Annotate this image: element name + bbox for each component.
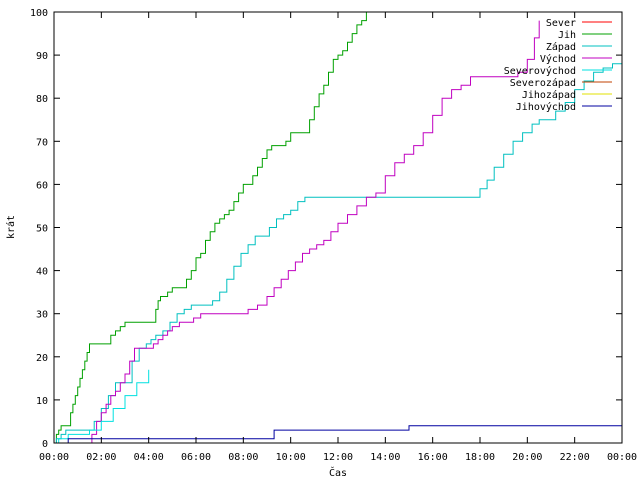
x-axis-label: Čas	[329, 466, 347, 479]
x-tick-label: 20:00	[512, 452, 542, 463]
y-tick-label: 0	[42, 439, 48, 450]
series-line-4	[54, 369, 150, 444]
x-axis-ticks: 00:00 02:00 04:00 06:00 08:00 10:00 12:00 14:00…	[39, 12, 637, 463]
y-tick-label: 90	[36, 51, 48, 62]
legend-label: Východ	[540, 53, 576, 65]
x-tick-label: 14:00	[370, 452, 400, 463]
y-axis-label: krát	[5, 215, 17, 239]
x-tick-label: 00:00	[39, 452, 69, 463]
x-tick-label: 02:00	[86, 452, 116, 463]
y-axis-ticks: 0 10 20 30 40 50 60 70 80 90 100	[30, 8, 622, 450]
x-tick-label: 00:00	[607, 452, 637, 463]
legend-label: Severovýchod	[504, 65, 576, 77]
y-tick-label: 10	[36, 396, 48, 407]
x-tick-label: 04:00	[134, 452, 164, 463]
x-tick-label: 12:00	[323, 452, 353, 463]
x-tick-label: 22:00	[560, 452, 590, 463]
series-line-1	[54, 12, 367, 444]
y-tick-label: 40	[36, 267, 48, 278]
x-tick-label: 08:00	[228, 452, 258, 463]
y-tick-label: 100	[30, 8, 48, 19]
x-tick-label: 18:00	[465, 452, 495, 463]
legend-label: Jihovýchod	[516, 101, 576, 113]
y-tick-label: 30	[36, 310, 48, 321]
series-line-2	[54, 59, 623, 444]
legend-label: Severozápad	[510, 77, 576, 89]
y-tick-label: 70	[36, 137, 48, 148]
y-tick-label: 50	[36, 224, 48, 235]
y-tick-label: 20	[36, 353, 48, 364]
legend-label: Sever	[546, 18, 576, 29]
legend-label: Jih	[558, 30, 576, 41]
y-tick-label: 60	[36, 180, 48, 191]
x-tick-label: 16:00	[418, 452, 448, 463]
legend-label: Západ	[546, 41, 576, 53]
series-line-3	[54, 20, 540, 444]
y-tick-label: 80	[36, 94, 48, 105]
x-tick-label: 06:00	[181, 452, 211, 463]
legend-label: Jihozápad	[522, 89, 576, 101]
x-tick-label: 10:00	[276, 452, 306, 463]
legend: SeverJihZápadVýchodSeverovýchodSeverozáp…	[504, 18, 612, 113]
